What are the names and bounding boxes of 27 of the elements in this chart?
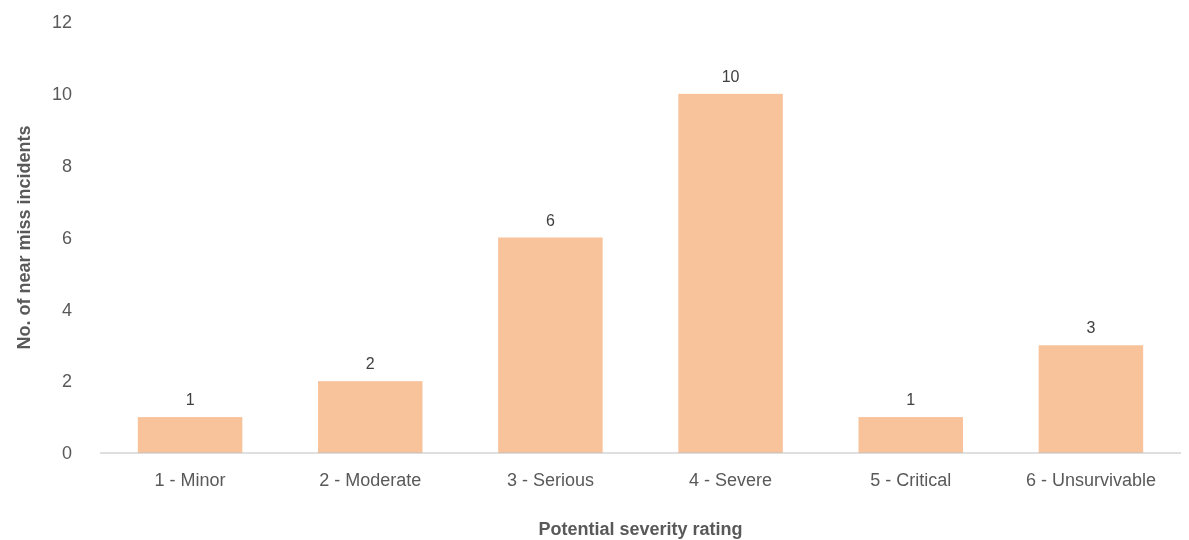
data-label: 6	[545, 211, 555, 229]
x-tick-label: 5 - Critical	[870, 470, 952, 490]
x-tick-label: 6 - Unsurvivable	[1025, 470, 1156, 490]
y-axis-title: No. of near miss incidents	[14, 125, 34, 350]
y-tick-label: 4	[61, 299, 72, 320]
data-label: 1	[906, 391, 916, 409]
data-label: 2	[365, 355, 375, 373]
y-tick-label: 10	[51, 84, 72, 105]
y-tick-label: 0	[61, 443, 72, 464]
x-tick-label: 3 - Serious	[506, 470, 594, 490]
bar	[318, 381, 423, 453]
data-label: 1	[185, 391, 195, 409]
y-tick-label: 2	[61, 371, 72, 392]
x-axis-title: Potential severity rating	[538, 519, 743, 539]
x-tick-label: 4 - Severe	[689, 470, 773, 490]
y-tick-label: 12	[51, 12, 72, 33]
y-tick-label: 8	[61, 155, 72, 176]
y-tick-label: 6	[61, 227, 72, 248]
x-tick-label: 2 - Moderate	[319, 470, 422, 490]
data-label: 10	[721, 67, 740, 85]
x-tick-label: 1 - Minor	[154, 470, 226, 490]
bar	[858, 417, 963, 453]
bar	[1038, 345, 1144, 453]
bar	[137, 417, 243, 453]
data-label: 3	[1086, 319, 1096, 337]
bar	[498, 237, 603, 453]
bar	[678, 93, 783, 453]
